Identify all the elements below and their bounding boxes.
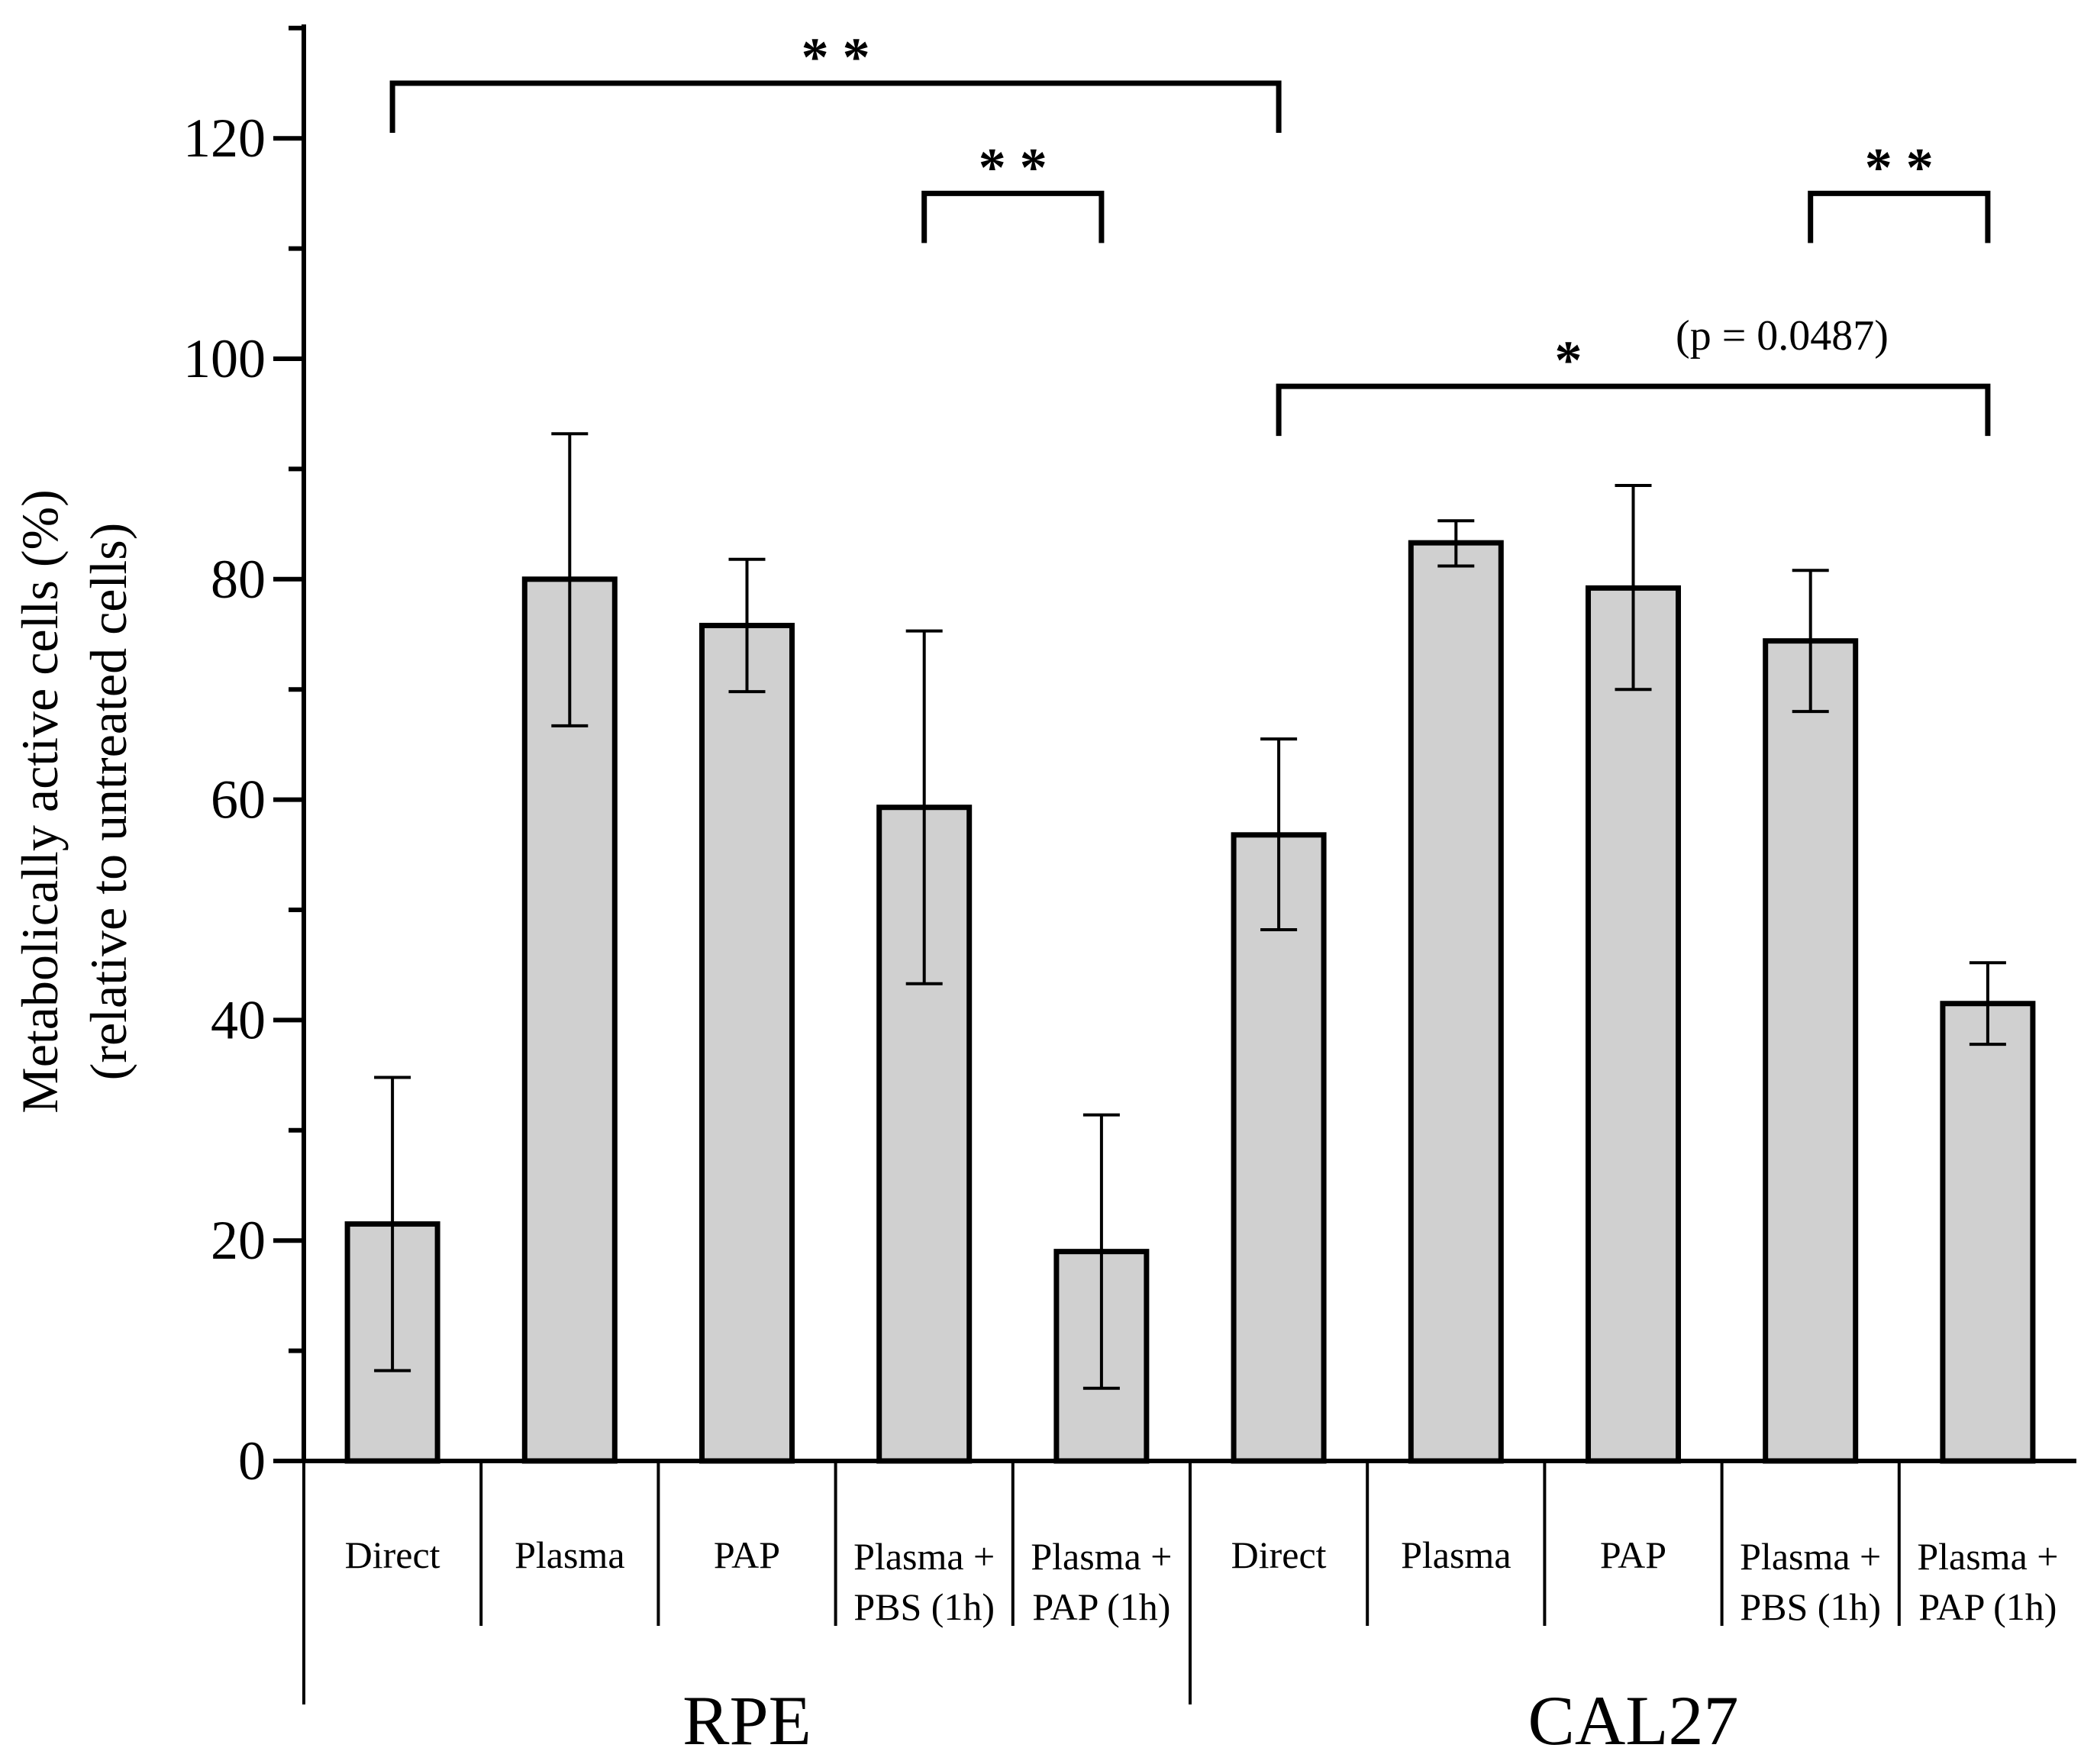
bar <box>1231 832 1327 1464</box>
bar <box>699 622 795 1464</box>
significance-stars: * <box>1555 330 1582 391</box>
category-table: Direct Plasma PAP Plasma + PBS (1h) Plasma + P… <box>302 1461 2058 1759</box>
y-tick-label: 120 <box>183 108 266 169</box>
y-tick-label: 0 <box>238 1430 266 1491</box>
significance-p-value: (p = 0.0487) <box>1676 312 1889 360</box>
category-label: PAP <box>1600 1533 1666 1576</box>
significance-bracket <box>389 80 1282 133</box>
significance-stars: * * <box>979 137 1047 198</box>
category-label: Plasma + <box>853 1535 995 1578</box>
significance-bracket <box>1276 383 1991 437</box>
y-tick-label: 40 <box>211 989 266 1050</box>
bar <box>1763 638 1859 1464</box>
category-label: Plasma <box>515 1533 624 1576</box>
significance-stars: * * <box>1865 137 1934 198</box>
y-axis-label-line1: Metabolically active cells (%) <box>11 489 69 1114</box>
bar <box>1408 540 1504 1464</box>
category-label: Plasma + <box>1740 1535 1881 1578</box>
category-label: Plasma <box>1401 1533 1511 1576</box>
error-bars <box>374 432 2006 1390</box>
bar <box>1586 585 1681 1464</box>
category-label: Plasma + <box>1031 1535 1172 1578</box>
significance-brackets: * * * * * * * (p = 0.0487) <box>389 27 1991 437</box>
y-tick-label: 100 <box>183 328 266 389</box>
significance-bracket <box>921 190 1105 243</box>
group-label: CAL27 <box>1528 1682 1739 1759</box>
category-label: PAP (1h) <box>1918 1585 2057 1628</box>
y-tick-label: 60 <box>211 769 266 830</box>
y-ticks: 0 20 40 60 80 100 120 <box>183 25 304 1491</box>
category-label: PBS (1h) <box>853 1585 995 1628</box>
y-tick-label: 80 <box>211 549 266 610</box>
category-label: PBS (1h) <box>1740 1585 1881 1628</box>
group-label: RPE <box>682 1682 811 1759</box>
bar <box>1940 1001 2036 1464</box>
significance-bracket <box>1808 190 1991 243</box>
bars <box>344 540 2036 1464</box>
category-label: PAP (1h) <box>1032 1585 1170 1628</box>
bar <box>876 805 973 1464</box>
category-label: PAP <box>714 1533 780 1576</box>
category-label: Direct <box>1231 1533 1327 1576</box>
significance-stars: * * <box>802 27 870 88</box>
y-tick-label: 20 <box>211 1210 266 1271</box>
category-label: Direct <box>345 1533 440 1576</box>
y-axis-label-line2: (relative to untreated cells) <box>79 523 137 1081</box>
category-label: Plasma + <box>1917 1535 2058 1578</box>
